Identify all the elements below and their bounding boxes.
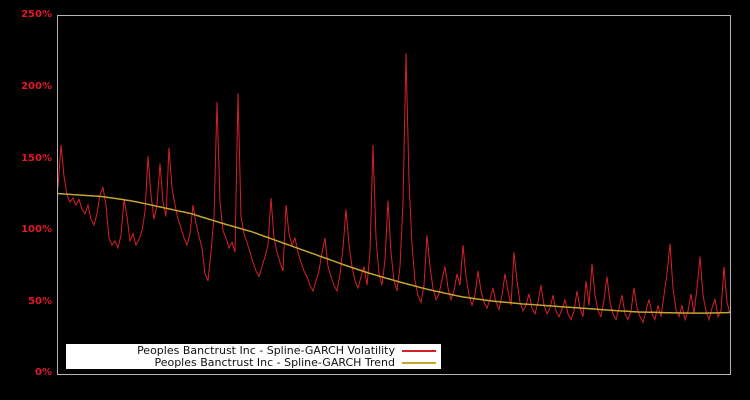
legend: Peoples Banctrust Inc - Spline-GARCH Vol…: [66, 344, 441, 369]
legend-label-volatility: Peoples Banctrust Inc - Spline-GARCH Vol…: [137, 343, 395, 357]
trend-line: [58, 192, 730, 314]
y-axis-tick-label: 50%: [28, 296, 52, 307]
legend-label-trend: Peoples Banctrust Inc - Spline-GARCH Tre…: [154, 355, 395, 369]
plot-area: [57, 15, 731, 375]
y-axis-tick-label: 250%: [21, 9, 52, 20]
y-axis-tick-label: 100%: [21, 224, 52, 235]
legend-item-trend: Peoples Banctrust Inc - Spline-GARCH Tre…: [66, 355, 441, 369]
volatility-line-sample: [402, 349, 436, 352]
y-axis-tick-label: 0%: [35, 367, 52, 378]
legend-item-volatility: Peoples Banctrust Inc - Spline-GARCH Vol…: [66, 343, 441, 357]
y-axis-tick-label: 200%: [21, 81, 52, 92]
y-axis-tick-label: 150%: [21, 153, 52, 164]
volatility-line: [58, 53, 730, 324]
trend-line-sample: [402, 361, 436, 364]
line-chart: [58, 53, 730, 324]
